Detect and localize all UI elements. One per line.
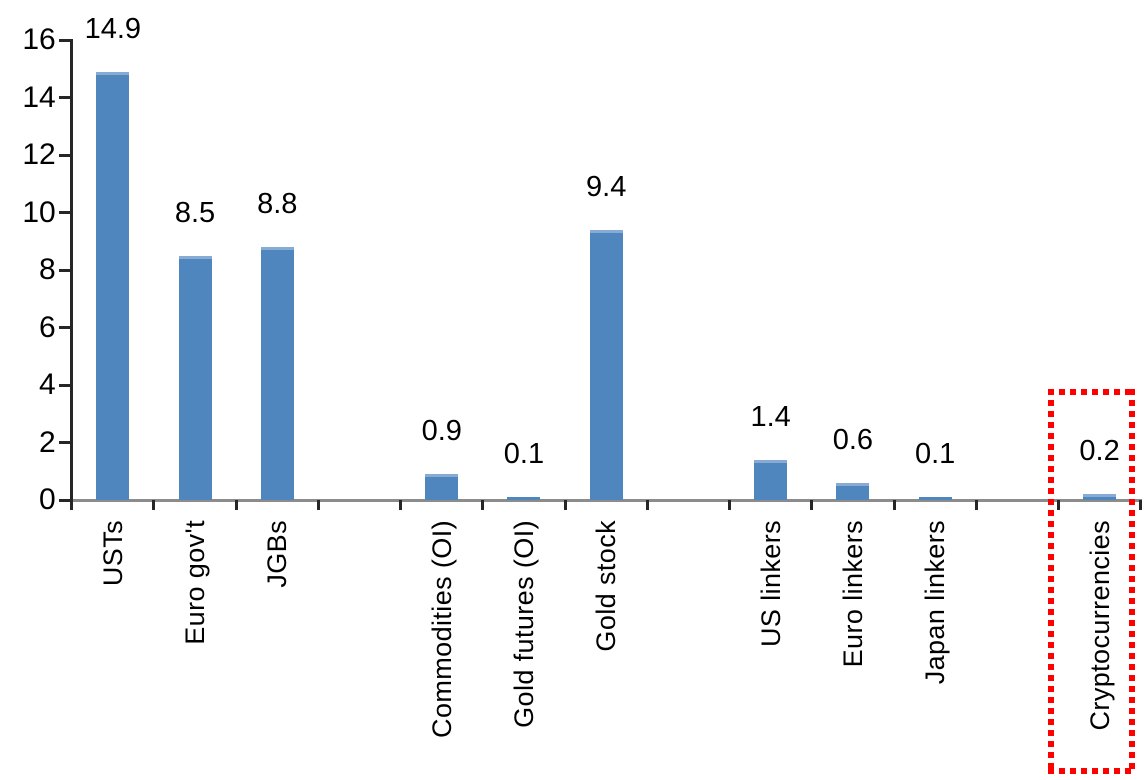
bar (96, 71, 130, 500)
bar-value-label: 0.1 (914, 438, 956, 470)
y-axis-tick-label: 0 (39, 483, 56, 516)
y-axis-tick-label: 14 (22, 80, 56, 114)
x-axis-tick (728, 500, 732, 510)
x-axis-tick (1056, 500, 1060, 510)
highlight-box-edge (1129, 389, 1135, 774)
x-axis-tick (563, 500, 567, 510)
bar (425, 474, 459, 500)
category-label: JGBs (262, 520, 293, 588)
x-axis-tick (1139, 500, 1143, 510)
y-axis-tick-label: 16 (22, 23, 56, 56)
x-axis-tick (234, 500, 238, 510)
category-label: Gold futures (OI) (508, 520, 539, 728)
x-axis-tick (152, 500, 156, 510)
bar (1083, 494, 1117, 500)
x-axis-tick (892, 500, 896, 510)
highlight-box (1048, 389, 1135, 774)
y-axis-tick-label: 12 (22, 138, 56, 171)
x-axis-tick (481, 500, 485, 510)
y-axis-tick-label: 10 (22, 195, 56, 229)
y-axis-tick (58, 153, 71, 157)
x-axis-tick (974, 500, 978, 510)
bar (918, 497, 952, 500)
y-axis-line (70, 39, 74, 502)
x-axis-tick (399, 500, 403, 510)
bar (507, 497, 541, 500)
bar (178, 255, 212, 500)
y-axis-tick (58, 96, 71, 99)
bar-value-label: 9.4 (586, 170, 627, 203)
y-axis-tick (58, 211, 71, 214)
bar-value-label: 0.6 (832, 423, 874, 456)
x-axis-tick (316, 500, 320, 510)
y-axis-tick-label: 8 (39, 253, 56, 286)
x-axis-line (70, 499, 1143, 502)
category-label: Commodities (OI) (426, 520, 457, 738)
bar-value-label: 0.9 (421, 415, 462, 448)
x-axis-tick (645, 500, 649, 510)
bar-value-label: 0.2 (1079, 435, 1120, 468)
bar-value-label: 8.8 (257, 188, 298, 220)
category-label: Euro linkers (837, 520, 868, 668)
bar-value-label: 8.5 (174, 196, 216, 229)
category-label: Gold stock (591, 520, 622, 652)
y-axis-tick (58, 38, 71, 42)
bar (754, 459, 788, 500)
y-axis-tick (58, 441, 71, 444)
bar (260, 247, 294, 500)
category-label: US linkers (755, 520, 786, 648)
y-axis-tick-label: 6 (39, 310, 56, 344)
bar (589, 229, 623, 500)
y-axis-tick (58, 383, 71, 387)
y-axis-tick (58, 268, 71, 272)
y-axis-tick (58, 326, 71, 329)
highlight-box-edge (1048, 389, 1054, 774)
bar-value-label: 1.4 (750, 400, 791, 433)
bar-value-label: 14.9 (84, 12, 142, 45)
highlight-box-edge (1048, 768, 1135, 774)
category-label: Japan linkers (920, 520, 951, 685)
category-label: USTs (97, 520, 128, 587)
y-axis-tick (58, 498, 71, 502)
highlight-box-edge (1048, 389, 1135, 395)
bar (836, 482, 870, 500)
y-axis-tick-label: 2 (39, 425, 56, 459)
x-axis-tick (810, 500, 814, 510)
bar-value-label: 0.1 (503, 438, 545, 470)
x-axis-tick (70, 500, 74, 510)
category-label: Euro gov't (180, 520, 211, 645)
y-axis-tick-label: 4 (39, 368, 56, 401)
